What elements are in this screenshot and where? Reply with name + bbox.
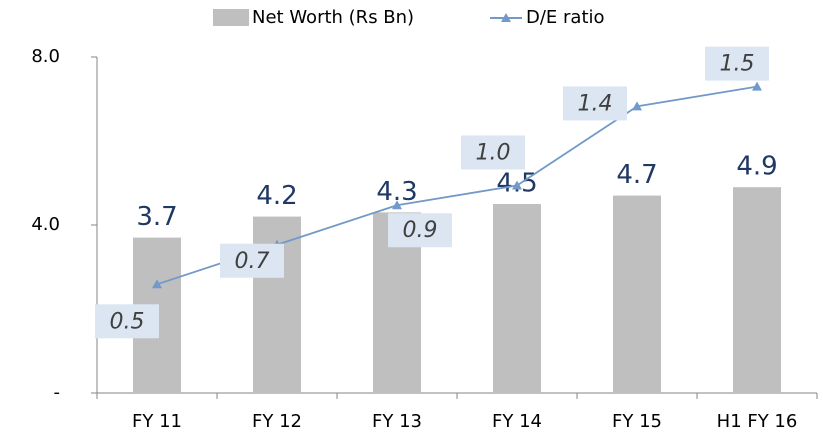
line-value-label: 1.5 bbox=[720, 52, 755, 77]
bar-value-label: 3.7 bbox=[136, 202, 177, 232]
bar bbox=[733, 187, 781, 393]
legend-label: Net Worth (Rs Bn) bbox=[252, 7, 414, 28]
line-value-label: 0.9 bbox=[403, 218, 438, 243]
bar-value-label: 4.9 bbox=[736, 152, 777, 182]
legend: Net Worth (Rs Bn) D/E ratio bbox=[213, 7, 605, 28]
bar-value-label: 4.2 bbox=[256, 181, 297, 211]
line-value-label: 1.4 bbox=[578, 91, 613, 116]
line-marker bbox=[392, 200, 402, 210]
y-tick-label: 4.0 bbox=[31, 214, 60, 235]
legend-marker bbox=[501, 13, 511, 22]
data-label-box bbox=[563, 86, 627, 121]
bar-value-label: 4.7 bbox=[616, 160, 657, 190]
legend-swatch bbox=[213, 9, 249, 26]
legend-label: D/E ratio bbox=[526, 7, 605, 28]
data-label-box bbox=[388, 213, 452, 248]
x-tick-label: FY 14 bbox=[492, 411, 542, 432]
line-value-label: 0.7 bbox=[235, 249, 270, 274]
bar bbox=[493, 204, 541, 393]
line-marker bbox=[152, 279, 162, 289]
line-value-label: 1.0 bbox=[476, 140, 511, 165]
x-tick-label: FY 13 bbox=[372, 411, 422, 432]
x-tick-label: FY 11 bbox=[132, 411, 182, 432]
y-tick-label: - bbox=[54, 382, 61, 403]
line-marker bbox=[752, 81, 762, 91]
data-label-box bbox=[461, 135, 525, 170]
x-tick-label: H1 FY 16 bbox=[717, 411, 798, 432]
x-tick-label: FY 12 bbox=[252, 411, 302, 432]
line-marker bbox=[512, 180, 522, 190]
data-label-box bbox=[705, 46, 769, 81]
data-label-box bbox=[220, 243, 284, 278]
x-tick-label: FY 15 bbox=[612, 411, 662, 432]
line-marker bbox=[632, 101, 642, 111]
y-tick-label: 8.0 bbox=[31, 46, 60, 67]
line-value-label: 0.5 bbox=[110, 309, 145, 334]
data-label-box bbox=[95, 304, 159, 339]
bar bbox=[613, 195, 661, 393]
